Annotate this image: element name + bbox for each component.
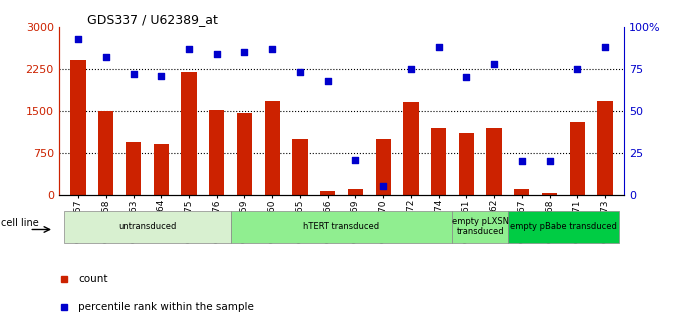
Point xyxy=(267,46,278,51)
Point xyxy=(405,66,416,72)
Bar xyxy=(348,189,363,195)
Bar xyxy=(375,139,391,195)
Bar xyxy=(542,193,558,195)
Point xyxy=(433,44,444,50)
Bar xyxy=(181,72,197,195)
Point xyxy=(322,78,333,83)
Point xyxy=(239,49,250,55)
Point xyxy=(516,159,527,164)
Point xyxy=(572,66,583,72)
Point xyxy=(350,157,361,162)
Point xyxy=(211,51,222,56)
Text: empty pLXSN
transduced: empty pLXSN transduced xyxy=(452,217,509,237)
Point xyxy=(100,54,111,60)
Point xyxy=(128,71,139,77)
Bar xyxy=(486,128,502,195)
FancyBboxPatch shape xyxy=(453,211,508,243)
Bar xyxy=(570,122,585,195)
Point xyxy=(184,46,195,51)
Bar xyxy=(154,144,169,195)
Bar xyxy=(514,189,529,195)
Point xyxy=(544,159,555,164)
Text: GDS337 / U62389_at: GDS337 / U62389_at xyxy=(87,13,218,26)
Bar xyxy=(320,191,335,195)
Point xyxy=(295,70,306,75)
Point xyxy=(377,184,388,189)
Text: empty pBabe transduced: empty pBabe transduced xyxy=(510,222,617,231)
Bar xyxy=(126,142,141,195)
Bar xyxy=(237,113,252,195)
Point xyxy=(461,75,472,80)
Bar xyxy=(431,128,446,195)
Point xyxy=(156,73,167,78)
Text: untransduced: untransduced xyxy=(118,222,177,231)
Bar xyxy=(403,102,419,195)
FancyBboxPatch shape xyxy=(508,211,619,243)
Bar xyxy=(70,60,86,195)
Text: cell line: cell line xyxy=(1,218,39,228)
Point xyxy=(600,44,611,50)
Point xyxy=(72,36,83,41)
FancyBboxPatch shape xyxy=(64,211,230,243)
FancyBboxPatch shape xyxy=(230,211,453,243)
Bar xyxy=(293,139,308,195)
Text: count: count xyxy=(79,274,108,284)
Bar xyxy=(98,111,113,195)
Point xyxy=(489,61,500,67)
Bar xyxy=(598,101,613,195)
Text: hTERT transduced: hTERT transduced xyxy=(304,222,380,231)
Bar xyxy=(459,133,474,195)
Text: percentile rank within the sample: percentile rank within the sample xyxy=(79,302,255,312)
Bar xyxy=(209,110,224,195)
Bar xyxy=(264,101,280,195)
